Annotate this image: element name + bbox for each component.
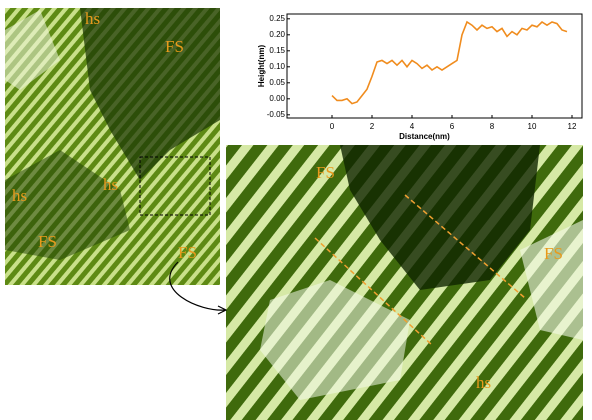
y-tick-label: 0.10 <box>269 62 285 71</box>
image-label: hs <box>85 9 100 28</box>
x-tick-label: 12 <box>568 122 577 131</box>
image-label: FS <box>316 163 335 182</box>
y-tick-label: 0.00 <box>269 94 285 103</box>
x-axis-label: Distance(nm) <box>399 132 450 141</box>
figure: hs FS hs hs FS FS FS FS hs -0.05 0.00 0.05 0.10 0.15… <box>0 0 592 420</box>
x-tick-label: 10 <box>528 122 537 131</box>
x-tick-label: 8 <box>490 122 495 131</box>
y-axis-label: Height(nm) <box>257 45 266 88</box>
y-tick-label: 0.15 <box>269 46 285 55</box>
x-tick-label: 4 <box>410 122 415 131</box>
image-label: FS <box>178 243 197 262</box>
zoom-image <box>226 145 583 420</box>
image-label: FS <box>544 244 563 263</box>
image-label: hs <box>12 186 27 205</box>
image-label: FS <box>38 232 57 251</box>
x-tick-label: 0 <box>330 122 335 131</box>
image-label: FS <box>165 37 184 56</box>
x-tick-label: 6 <box>450 122 455 131</box>
plot-area <box>287 14 582 118</box>
y-tick-label: 0.25 <box>269 14 285 23</box>
y-tick-label: -0.05 <box>267 110 286 119</box>
image-label: hs <box>103 175 118 194</box>
y-tick-label: 0.20 <box>269 30 285 39</box>
x-tick-label: 2 <box>370 122 375 131</box>
y-tick-label: 0.05 <box>269 78 285 87</box>
image-label: hs <box>476 373 491 392</box>
